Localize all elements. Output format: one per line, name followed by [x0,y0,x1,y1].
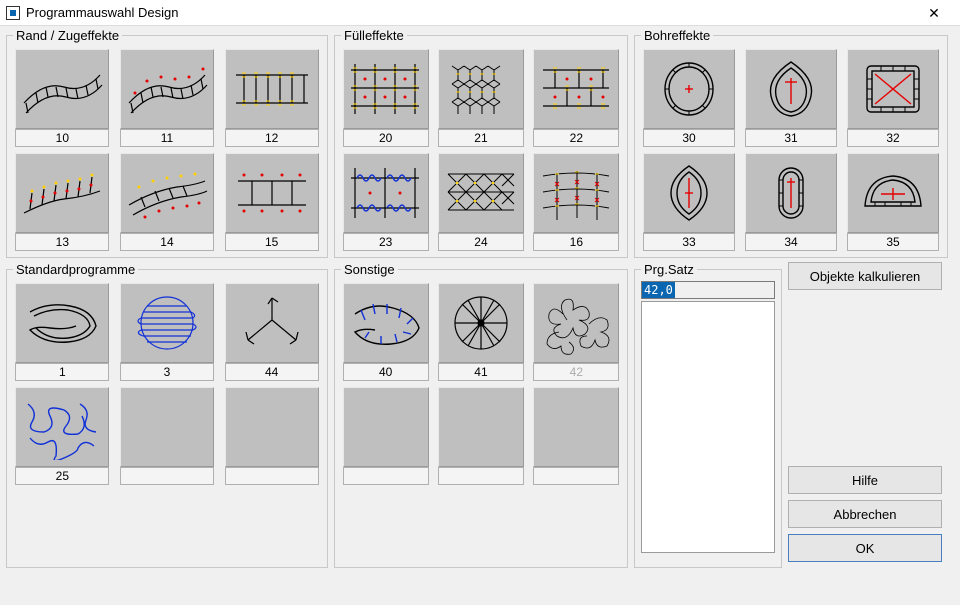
tile-42[interactable] [533,283,619,363]
tile-label-empty-son-3 [533,467,619,485]
tile-label-25: 25 [15,467,109,485]
tile-label-32: 32 [847,129,939,147]
tile-empty-std-2[interactable] [225,387,319,467]
tile-label-empty-son-1 [343,467,429,485]
tile-12[interactable] [225,49,319,129]
tile-label-11: 11 [120,129,214,147]
tile-label-33: 33 [643,233,735,251]
tile-empty-son-3[interactable] [533,387,619,467]
tile-label-35: 35 [847,233,939,251]
group-bohr: Bohreffekte 30 31 32 33 34 35 [634,28,948,258]
tile-label-31: 31 [745,129,837,147]
tile-label-empty-son-2 [438,467,524,485]
tile-35[interactable] [847,153,939,233]
close-icon[interactable]: ✕ [914,1,954,25]
group-standard: Standardprogramme 1 3 44 25 [6,262,328,568]
tile-11[interactable] [120,49,214,129]
tile-label-21: 21 [438,129,524,147]
titlebar: Programmauswahl Design ✕ [0,0,960,26]
tile-30[interactable] [643,49,735,129]
legend-prg: Prg.Satz [641,262,697,277]
tile-label-22: 22 [533,129,619,147]
tile-44[interactable] [225,283,319,363]
tile-10[interactable] [15,49,109,129]
tile-label-23: 23 [343,233,429,251]
help-button[interactable]: Hilfe [788,466,942,494]
tile-label-41: 41 [438,363,524,381]
app-icon [6,6,20,20]
tile-31[interactable] [745,49,837,129]
tile-empty-son-1[interactable] [343,387,429,467]
tile-label-empty-std-1 [120,467,214,485]
tile-label-3: 3 [120,363,214,381]
window-title: Programmauswahl Design [26,5,914,20]
tile-label-40: 40 [343,363,429,381]
tile-33[interactable] [643,153,735,233]
tile-41[interactable] [438,283,524,363]
tile-22[interactable] [533,49,619,129]
legend-sonstige: Sonstige [341,262,398,277]
tile-32[interactable] [847,49,939,129]
tile-21[interactable] [438,49,524,129]
prg-value: 42,0 [642,282,675,298]
tile-empty-son-2[interactable] [438,387,524,467]
tile-label-13: 13 [15,233,109,251]
prg-input[interactable]: 42,0 [641,281,775,299]
tile-label-14: 14 [120,233,214,251]
tile-3[interactable] [120,283,214,363]
tile-25[interactable] [15,387,109,467]
tile-label-20: 20 [343,129,429,147]
prg-listbox[interactable] [641,301,775,553]
tile-34[interactable] [745,153,837,233]
tile-label-10: 10 [15,129,109,147]
tile-13[interactable] [15,153,109,233]
tile-label-empty-std-2 [225,467,319,485]
tile-1[interactable] [15,283,109,363]
tile-label-12: 12 [225,129,319,147]
legend-rand: Rand / Zugeffekte [13,28,122,43]
tile-14[interactable] [120,153,214,233]
group-rand: Rand / Zugeffekte 10 11 [6,28,328,258]
tile-20[interactable] [343,49,429,129]
tile-label-42: 42 [533,363,619,381]
legend-bohr: Bohreffekte [641,28,713,43]
tile-label-1: 1 [15,363,109,381]
group-sonstige: Sonstige 40 41 42 [334,262,628,568]
tile-24[interactable] [438,153,524,233]
tile-label-24: 24 [438,233,524,251]
tile-label-30: 30 [643,129,735,147]
tile-label-34: 34 [745,233,837,251]
tile-23[interactable] [343,153,429,233]
group-fuell: Fülleffekte 20 21 22 [334,28,628,258]
tile-40[interactable] [343,283,429,363]
tile-label-15: 15 [225,233,319,251]
tile-16[interactable] [533,153,619,233]
ok-button[interactable]: OK [788,534,942,562]
tile-empty-std-1[interactable] [120,387,214,467]
legend-standard: Standardprogramme [13,262,138,277]
cancel-button[interactable]: Abbrechen [788,500,942,528]
calc-button[interactable]: Objekte kalkulieren [788,262,942,290]
legend-fuell: Fülleffekte [341,28,407,43]
tile-15[interactable] [225,153,319,233]
group-prg: Prg.Satz 42,0 [634,262,782,568]
tile-label-44: 44 [225,363,319,381]
tile-label-16: 16 [533,233,619,251]
